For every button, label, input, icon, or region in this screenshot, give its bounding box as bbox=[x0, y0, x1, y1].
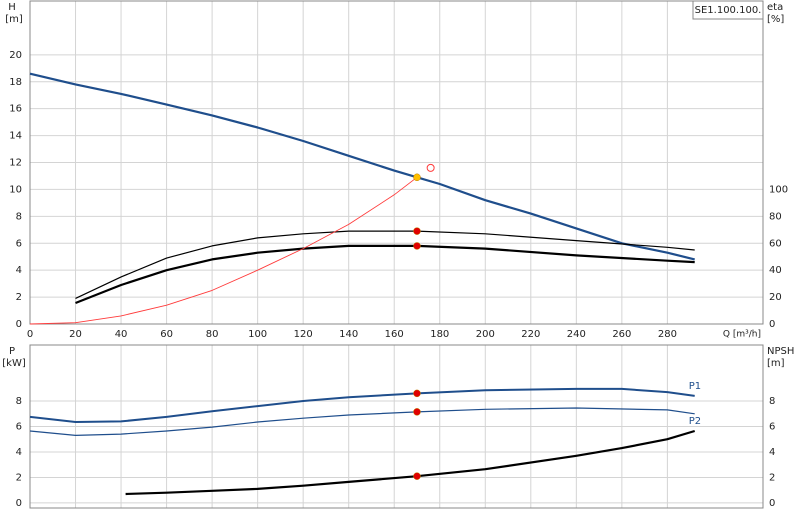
y2-axis-unit: [m] bbox=[767, 358, 785, 369]
title-box bbox=[692, 0, 764, 20]
y-tick-label: 14 bbox=[9, 131, 22, 142]
y2-axis-label: eta bbox=[767, 2, 783, 13]
point-marker bbox=[413, 227, 421, 235]
y-tick-label: 4 bbox=[16, 265, 22, 276]
series-line bbox=[75, 230, 695, 299]
y-tick-label: 2 bbox=[16, 292, 22, 303]
x-tick-label: 140 bbox=[339, 329, 358, 340]
y-tick-label: 8 bbox=[16, 211, 22, 222]
series-label: P2 bbox=[689, 416, 701, 427]
x-tick-label: 280 bbox=[658, 329, 677, 340]
x-tick-label: 260 bbox=[612, 329, 631, 340]
y2-tick-label: 0 bbox=[769, 498, 775, 509]
y2-tick-label: 20 bbox=[769, 292, 782, 303]
series-label: P1 bbox=[689, 381, 701, 392]
point-marker bbox=[413, 242, 421, 250]
chart-title: SE1.100.100. bbox=[695, 5, 762, 16]
x-axis-label: Q [m³/h] bbox=[723, 330, 761, 340]
y-axis-unit: [kW] bbox=[2, 358, 26, 369]
series-line bbox=[125, 429, 696, 496]
y2-tick-label: 2 bbox=[769, 472, 775, 483]
y2-tick-label: 40 bbox=[769, 265, 782, 276]
plot-frame bbox=[29, 0, 764, 325]
y-tick-label: 12 bbox=[9, 158, 22, 169]
x-tick-label: 100 bbox=[248, 329, 267, 340]
y-tick-label: 6 bbox=[16, 422, 22, 433]
y-axis-unit: [m] bbox=[5, 14, 23, 25]
y-tick-label: 20 bbox=[9, 50, 22, 61]
point-marker bbox=[413, 173, 421, 182]
y-tick-label: 16 bbox=[9, 104, 22, 115]
y-tick-label: 2 bbox=[16, 472, 22, 483]
x-tick-label: 240 bbox=[567, 329, 586, 340]
x-tick-label: 200 bbox=[476, 329, 495, 340]
y2-tick-label: 4 bbox=[769, 447, 775, 458]
series-line bbox=[75, 244, 695, 305]
y-axis-label: P bbox=[9, 346, 15, 357]
x-tick-label: 40 bbox=[115, 329, 128, 340]
series-line bbox=[29, 72, 695, 261]
y2-tick-label: 80 bbox=[769, 211, 782, 222]
y-tick-label: 0 bbox=[16, 498, 22, 509]
y2-tick-label: 0 bbox=[769, 319, 775, 330]
x-tick-label: 0 bbox=[27, 329, 33, 340]
y2-tick-label: 6 bbox=[769, 422, 775, 433]
series-line bbox=[29, 387, 695, 423]
y2-tick-label: 8 bbox=[769, 396, 775, 407]
y-tick-label: 8 bbox=[16, 396, 22, 407]
x-tick-label: 20 bbox=[69, 329, 82, 340]
point-marker bbox=[413, 389, 421, 398]
y2-axis-label: NPSH bbox=[767, 346, 794, 357]
point-marker bbox=[413, 472, 421, 480]
x-tick-label: 80 bbox=[206, 329, 219, 340]
plot-frame bbox=[29, 344, 764, 509]
y-axis-label: H bbox=[8, 2, 16, 13]
point-marker bbox=[426, 163, 435, 172]
y2-tick-label: 60 bbox=[769, 238, 782, 249]
y2-axis-unit: [%] bbox=[767, 14, 784, 25]
x-tick-label: 220 bbox=[521, 329, 540, 340]
y-tick-label: 18 bbox=[9, 77, 22, 88]
y2-tick-label: 100 bbox=[769, 184, 788, 195]
y-tick-label: 6 bbox=[16, 238, 22, 249]
y-tick-label: 10 bbox=[9, 184, 22, 195]
series-line bbox=[29, 176, 418, 325]
x-tick-label: 60 bbox=[160, 329, 173, 340]
x-tick-label: 120 bbox=[294, 329, 313, 340]
x-tick-label: 180 bbox=[430, 329, 449, 340]
y-tick-label: 0 bbox=[16, 319, 22, 330]
series-line bbox=[29, 407, 695, 436]
x-tick-label: 160 bbox=[385, 329, 404, 340]
point-marker bbox=[413, 408, 421, 416]
y-tick-label: 4 bbox=[16, 447, 22, 458]
